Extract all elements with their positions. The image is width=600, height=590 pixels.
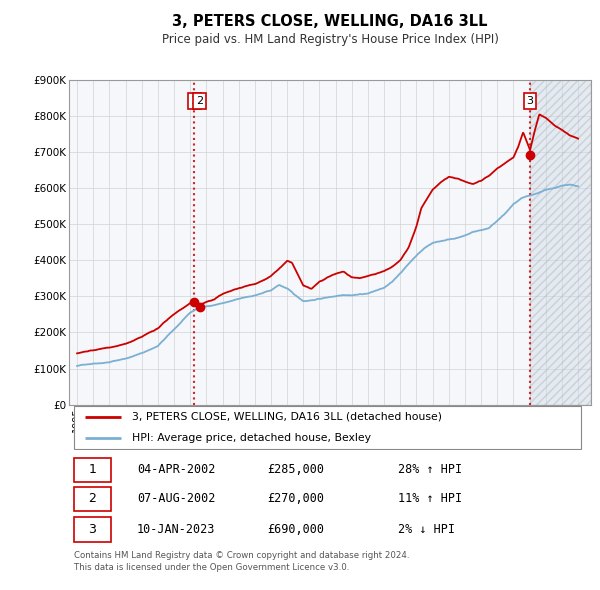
Text: 3: 3 [527, 96, 533, 106]
FancyBboxPatch shape [74, 517, 111, 542]
Text: HPI: Average price, detached house, Bexley: HPI: Average price, detached house, Bexl… [131, 432, 371, 442]
Text: Price paid vs. HM Land Registry's House Price Index (HPI): Price paid vs. HM Land Registry's House … [161, 33, 499, 46]
Text: 1: 1 [89, 463, 97, 476]
Text: 07-AUG-2002: 07-AUG-2002 [137, 492, 215, 505]
Text: 3, PETERS CLOSE, WELLING, DA16 3LL (detached house): 3, PETERS CLOSE, WELLING, DA16 3LL (deta… [131, 411, 442, 421]
Text: 28% ↑ HPI: 28% ↑ HPI [398, 463, 462, 476]
Text: £285,000: £285,000 [268, 463, 325, 476]
Text: Contains HM Land Registry data © Crown copyright and database right 2024.
This d: Contains HM Land Registry data © Crown c… [74, 551, 410, 572]
Text: 04-APR-2002: 04-APR-2002 [137, 463, 215, 476]
Bar [530, 80, 591, 405]
Text: 10-JAN-2023: 10-JAN-2023 [137, 523, 215, 536]
Text: 2: 2 [89, 492, 97, 505]
Text: 3: 3 [89, 523, 97, 536]
FancyBboxPatch shape [74, 405, 581, 450]
Text: 2% ↓ HPI: 2% ↓ HPI [398, 523, 455, 536]
FancyBboxPatch shape [74, 458, 111, 481]
Text: £270,000: £270,000 [268, 492, 325, 505]
Text: 2: 2 [196, 96, 203, 106]
Text: 1: 1 [191, 96, 198, 106]
Text: £690,000: £690,000 [268, 523, 325, 536]
Text: 11% ↑ HPI: 11% ↑ HPI [398, 492, 462, 505]
Text: 3, PETERS CLOSE, WELLING, DA16 3LL: 3, PETERS CLOSE, WELLING, DA16 3LL [172, 14, 488, 30]
FancyBboxPatch shape [74, 487, 111, 510]
